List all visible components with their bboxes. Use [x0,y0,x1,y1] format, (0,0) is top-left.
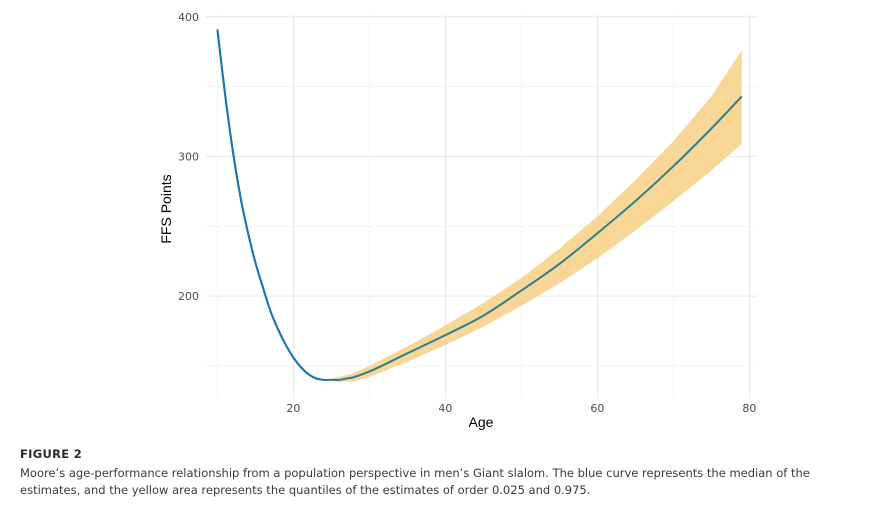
x-tick-label: 80 [742,402,756,415]
chart: 20 40 60 80 200 300 400 Age FFS Points [158,11,757,430]
figure-caption-text: Moore’s age-performance relationship fro… [20,466,810,497]
y-tick-labels: 200 300 400 [178,11,199,303]
x-tick-label: 40 [438,402,452,415]
x-axis-label: Age [469,414,494,430]
figure-label: FIGURE 2 [20,447,83,461]
median-curve-early [216,29,324,381]
y-tick-label: 300 [178,150,199,163]
x-tick-label: 60 [590,402,604,415]
y-tick-label: 400 [178,11,199,24]
y-tick-label: 200 [178,290,199,303]
x-tick-label: 20 [286,402,300,415]
grid [206,14,757,398]
figure-caption: FIGURE 2 Moore’s age-performance relatio… [20,447,865,499]
x-tick-labels: 20 40 60 80 [286,402,756,415]
quantile-band [323,50,742,382]
y-axis-label: FFS Points [158,174,174,243]
